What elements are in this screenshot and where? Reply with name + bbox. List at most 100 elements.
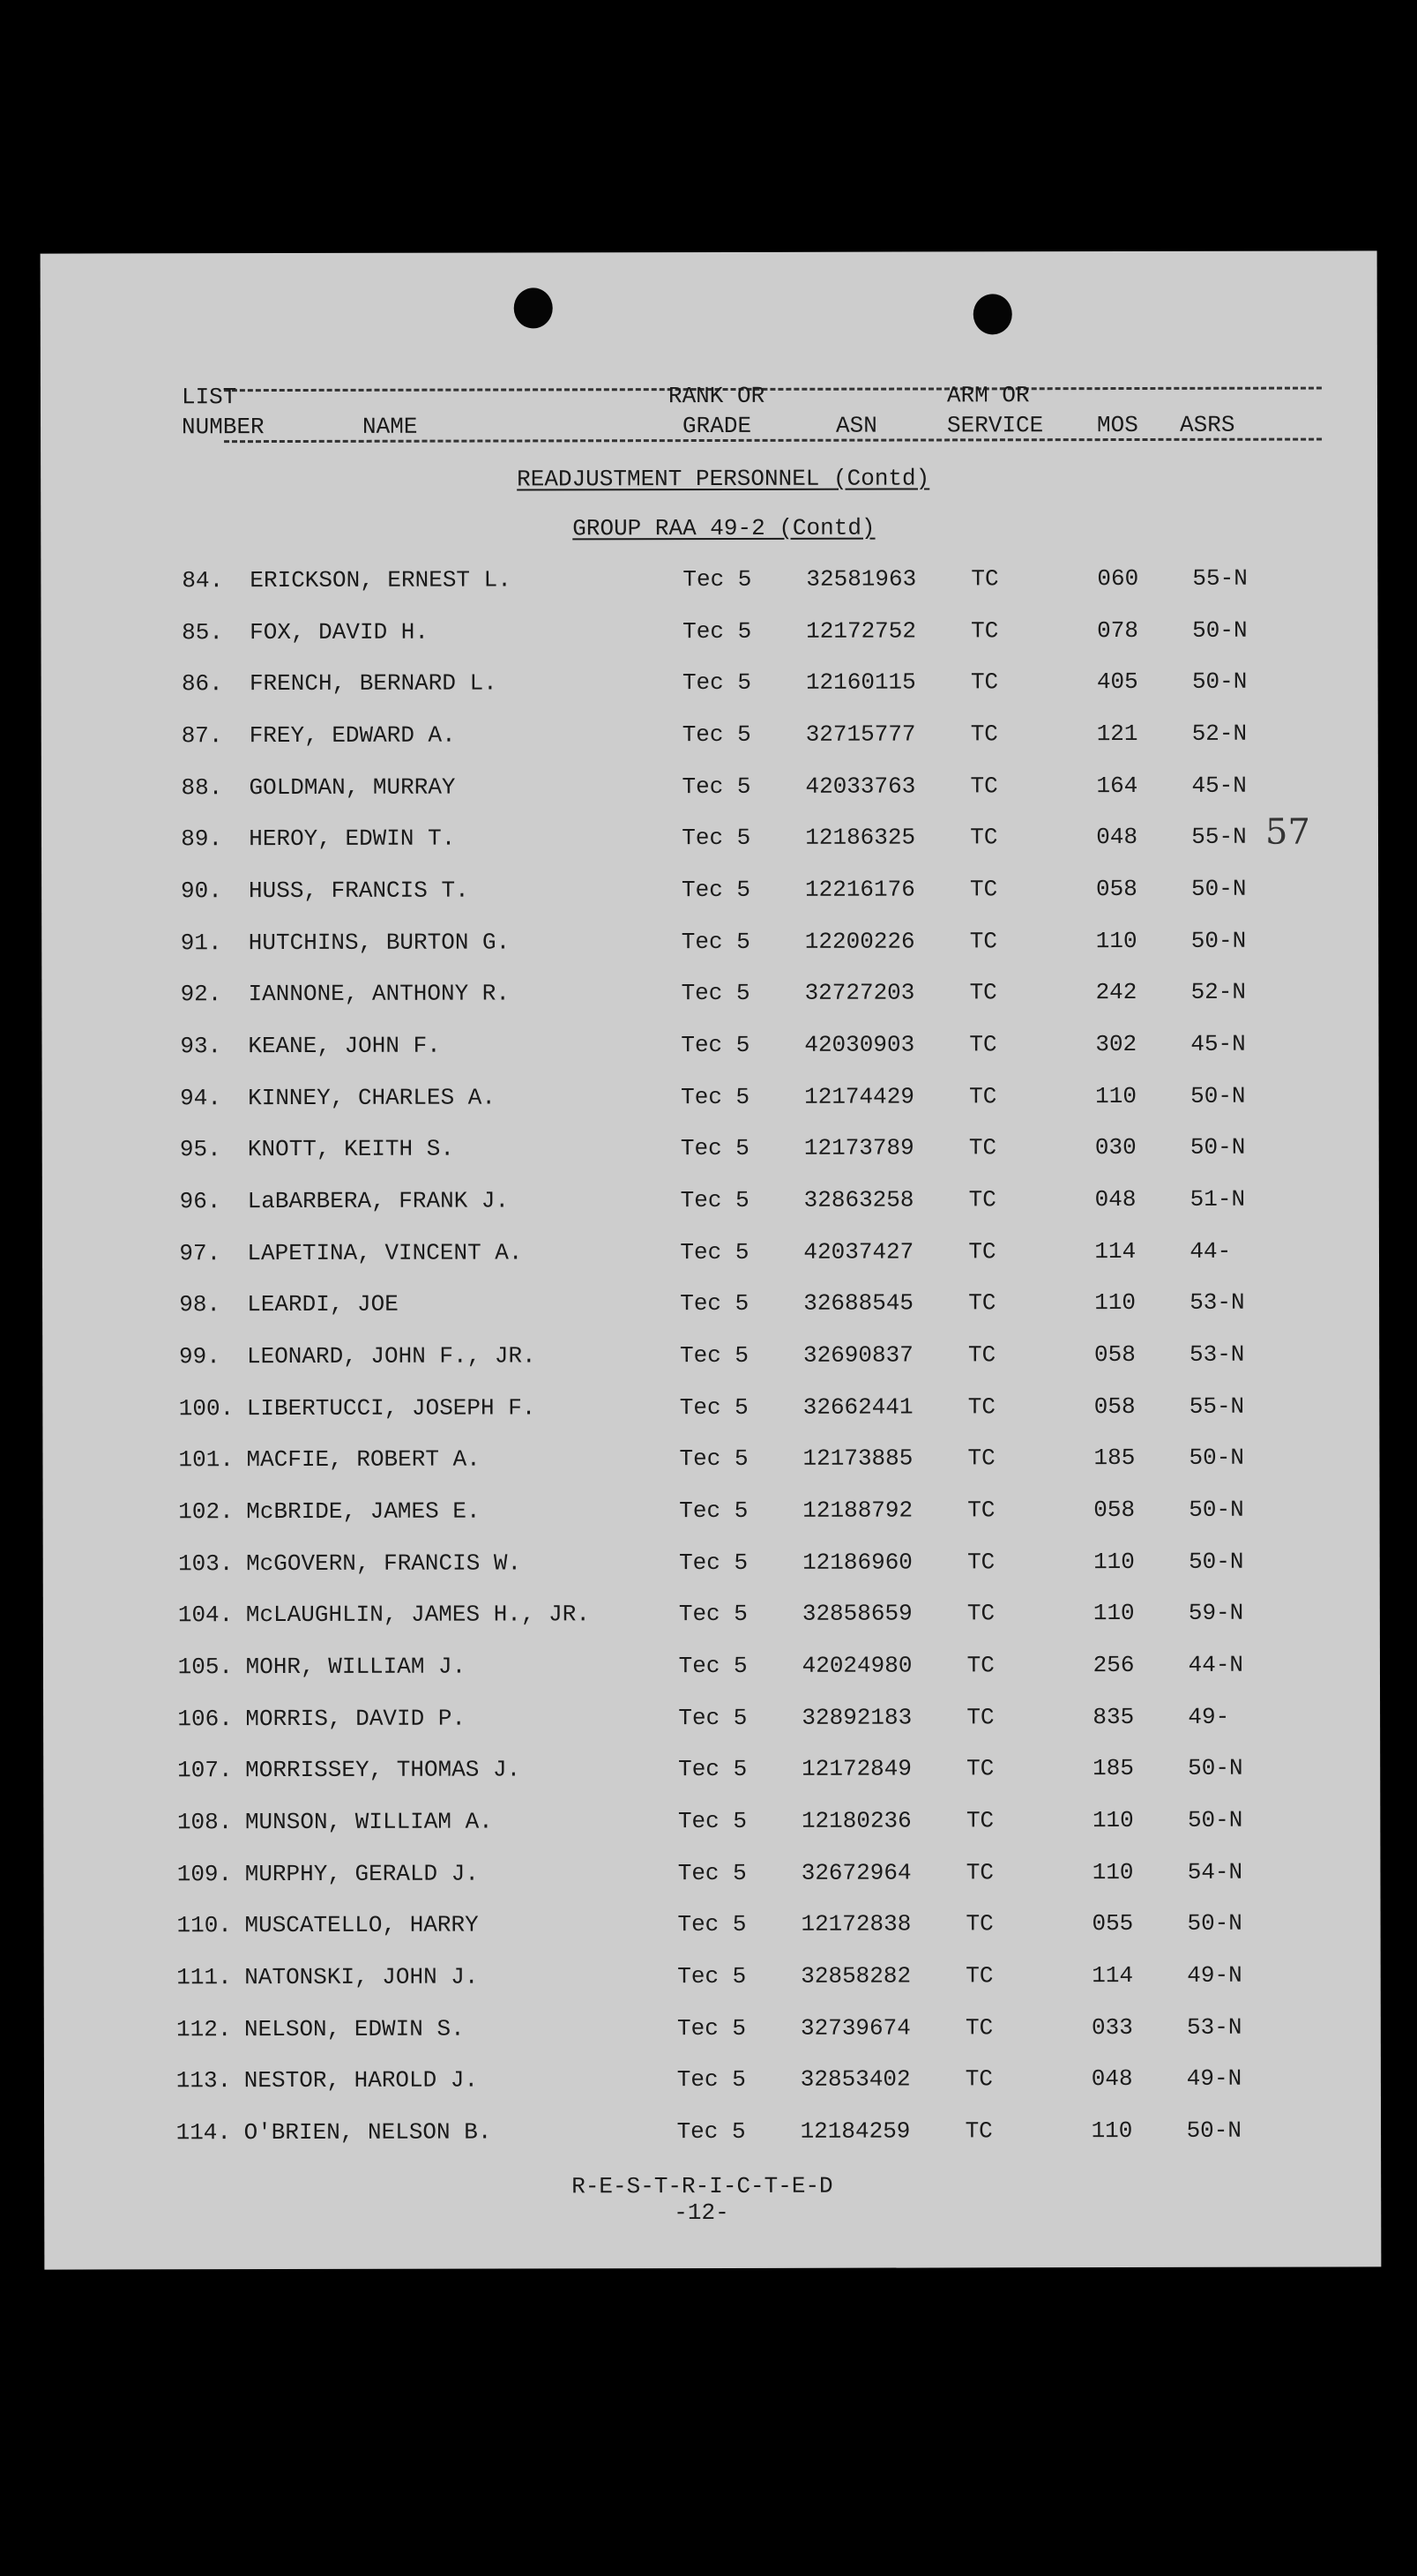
cell-asrs: 55-N: [1192, 564, 1248, 592]
table-row: 100. LIBERTUCCI, JOSEPH F. Tec 5 32662441 TC…: [41, 250, 1377, 1422]
cell-name: NATONSKI, JOHN J.: [244, 1963, 479, 1991]
cell-rank: Tec 5: [676, 2118, 746, 2146]
cell-name: LIBERTUCCI, JOSEPH F.: [246, 1394, 536, 1422]
cell-asn: 12188792: [802, 1497, 914, 1524]
cell-asn: 12173885: [802, 1445, 914, 1473]
cell-list-number: 111.: [176, 1964, 232, 1991]
cell-arm-service: TC: [966, 1652, 995, 1679]
cell-name: FRENCH, BERNARD L.: [249, 669, 497, 698]
cell-asrs: 53-N: [1189, 1340, 1245, 1368]
table-row: 84. ERICKSON, ERNEST L. Tec 5 32581963 TC 060…: [41, 250, 1377, 594]
punch-hole-right: [973, 294, 1012, 335]
cell-mos: 114: [1094, 1237, 1137, 1265]
cell-mos: 110: [1095, 927, 1137, 954]
table-row: 92. IANNONE, ANTHONY R. Tec 5 32727203 TC 242…: [41, 250, 1377, 1008]
cell-arm-service: TC: [968, 1289, 996, 1317]
cell-rank: Tec 5: [677, 1859, 747, 1886]
cell-asrs: 49-: [1188, 1703, 1230, 1730]
cell-arm-service: TC: [971, 616, 999, 645]
header-list-label: LIST: [181, 384, 237, 411]
table-row: 85. FOX, DAVID H. Tec 5 12172752 TC 078 50-N: [41, 250, 1377, 646]
cell-rank: Tec 5: [681, 1083, 750, 1110]
cell-list-number: 100.: [178, 1394, 235, 1422]
cell-asrs: 54-N: [1187, 1858, 1243, 1885]
cell-mos: 164: [1096, 772, 1138, 799]
section-title: READJUSTMENT PERSONNEL (Contd): [517, 465, 930, 493]
cell-rank: Tec 5: [679, 1549, 749, 1576]
cell-arm-service: TC: [966, 1910, 994, 1938]
table-row: 110. MUSCATELLO, HARRY Tec 5 12172838 TC 055 5…: [41, 250, 1377, 1939]
cell-rank: Tec 5: [681, 876, 751, 904]
cell-rank: Tec 5: [678, 1704, 748, 1731]
cell-asn: 32688545: [803, 1289, 914, 1318]
cell-asn: 12180236: [801, 1807, 912, 1834]
cell-name: McBRIDE, JAMES E.: [246, 1497, 481, 1526]
cell-asrs: 55-N: [1191, 824, 1247, 851]
cell-mos: 058: [1095, 876, 1137, 903]
cell-name: NESTOR, HAROLD J.: [243, 2066, 479, 2094]
cell-mos: 121: [1096, 720, 1138, 748]
cell-list-number: 110.: [176, 1912, 232, 1939]
cell-asrs: 50-N: [1189, 1548, 1244, 1575]
cell-rank: Tec 5: [678, 1756, 748, 1783]
cell-name: GOLDMAN, MURRAY: [249, 773, 456, 801]
cell-asn: 32672964: [801, 1859, 912, 1886]
cell-rank: Tec 5: [682, 565, 752, 594]
cell-asn: 32739674: [800, 2014, 911, 2042]
cell-arm-service: TC: [965, 2117, 993, 2145]
cell-mos: 302: [1095, 1031, 1137, 1058]
cell-arm-service: TC: [970, 772, 998, 800]
handwritten-margin-note: 57: [1264, 811, 1310, 853]
cell-asrs: 59-N: [1188, 1600, 1244, 1627]
cell-rank: Tec 5: [676, 2066, 746, 2094]
cell-name: MORRIS, DAVID P.: [245, 1705, 466, 1732]
cell-asn: 32858659: [802, 1600, 913, 1628]
cell-list-number: 105.: [177, 1654, 234, 1681]
cell-asn: 12186325: [805, 824, 916, 852]
cell-asn: 12174429: [804, 1083, 914, 1110]
cell-asrs: 53-N: [1190, 1289, 1245, 1317]
table-row: 97. LAPETINA, VINCENT A. Tec 5 42037427 TC 11…: [41, 250, 1377, 1266]
table-row: 98. LEARDI, JOE Tec 5 32688545 TC 110 53-N: [41, 250, 1377, 1318]
cell-mos: 110: [1094, 1289, 1137, 1317]
cell-list-number: 112.: [175, 2015, 232, 2043]
cell-list-number: 87.: [181, 722, 223, 750]
cell-mos: 030: [1094, 1134, 1137, 1161]
table-row: 99. LEONARD, JOHN F., JR. Tec 5 32690837 TC 0…: [41, 250, 1377, 1370]
cell-mos: 078: [1097, 616, 1138, 644]
cell-asn: 42037427: [803, 1238, 914, 1266]
cell-list-number: 88.: [181, 773, 223, 801]
cell-asn: 12186960: [802, 1549, 913, 1576]
cell-list-number: 85.: [182, 618, 223, 646]
group-title: GROUP RAA 49-2 (Contd): [572, 514, 876, 542]
cell-rank: Tec 5: [679, 1497, 749, 1525]
cell-mos: 110: [1093, 1600, 1135, 1627]
cell-name: McLAUGHLIN, JAMES H., JR.: [245, 1601, 590, 1629]
cell-asn: 42033763: [805, 773, 916, 800]
cell-list-number: 102.: [178, 1498, 234, 1526]
cell-asn: 32863258: [803, 1186, 914, 1213]
cell-asrs: 50-N: [1186, 2117, 1242, 2144]
cell-arm-service: TC: [967, 1497, 996, 1524]
classification-footer: R-E-S-T-R-I-C-T-E-D: [571, 2172, 833, 2200]
cell-list-number: 89.: [181, 825, 223, 853]
table-row: 114. O'BRIEN, NELSON B. Tec 5 12184259 TC 110…: [41, 250, 1377, 2147]
cell-arm-service: TC: [965, 2014, 994, 2042]
cell-rank: Tec 5: [682, 617, 752, 645]
cell-arm-service: TC: [970, 824, 998, 851]
cell-rank: Tec 5: [682, 721, 751, 749]
cell-name: McGOVERN, FRANCIS W.: [246, 1549, 522, 1577]
header-service-label: SERVICE: [946, 412, 1044, 439]
cell-name: MUNSON, WILLIAM A.: [244, 1808, 493, 1836]
cell-asrs: 52-N: [1191, 720, 1248, 747]
cell-rank: Tec 5: [679, 1393, 749, 1421]
cell-name: ERICKSON, ERNEST L.: [250, 566, 511, 594]
table-row: 107. MORRISSEY, THOMAS J. Tec 5 12172849 TC 1…: [41, 250, 1377, 1784]
cell-asn: 42030903: [804, 1031, 915, 1058]
cell-arm-service: TC: [968, 1134, 997, 1161]
cell-rank: Tec 5: [682, 669, 751, 697]
cell-list-number: 114.: [175, 2119, 232, 2147]
cell-rank: Tec 5: [682, 773, 751, 800]
table-row: 88. GOLDMAN, MURRAY Tec 5 42033763 TC 164 45-N: [41, 250, 1377, 801]
cell-name: HEROY, EDWIN T.: [249, 825, 456, 853]
